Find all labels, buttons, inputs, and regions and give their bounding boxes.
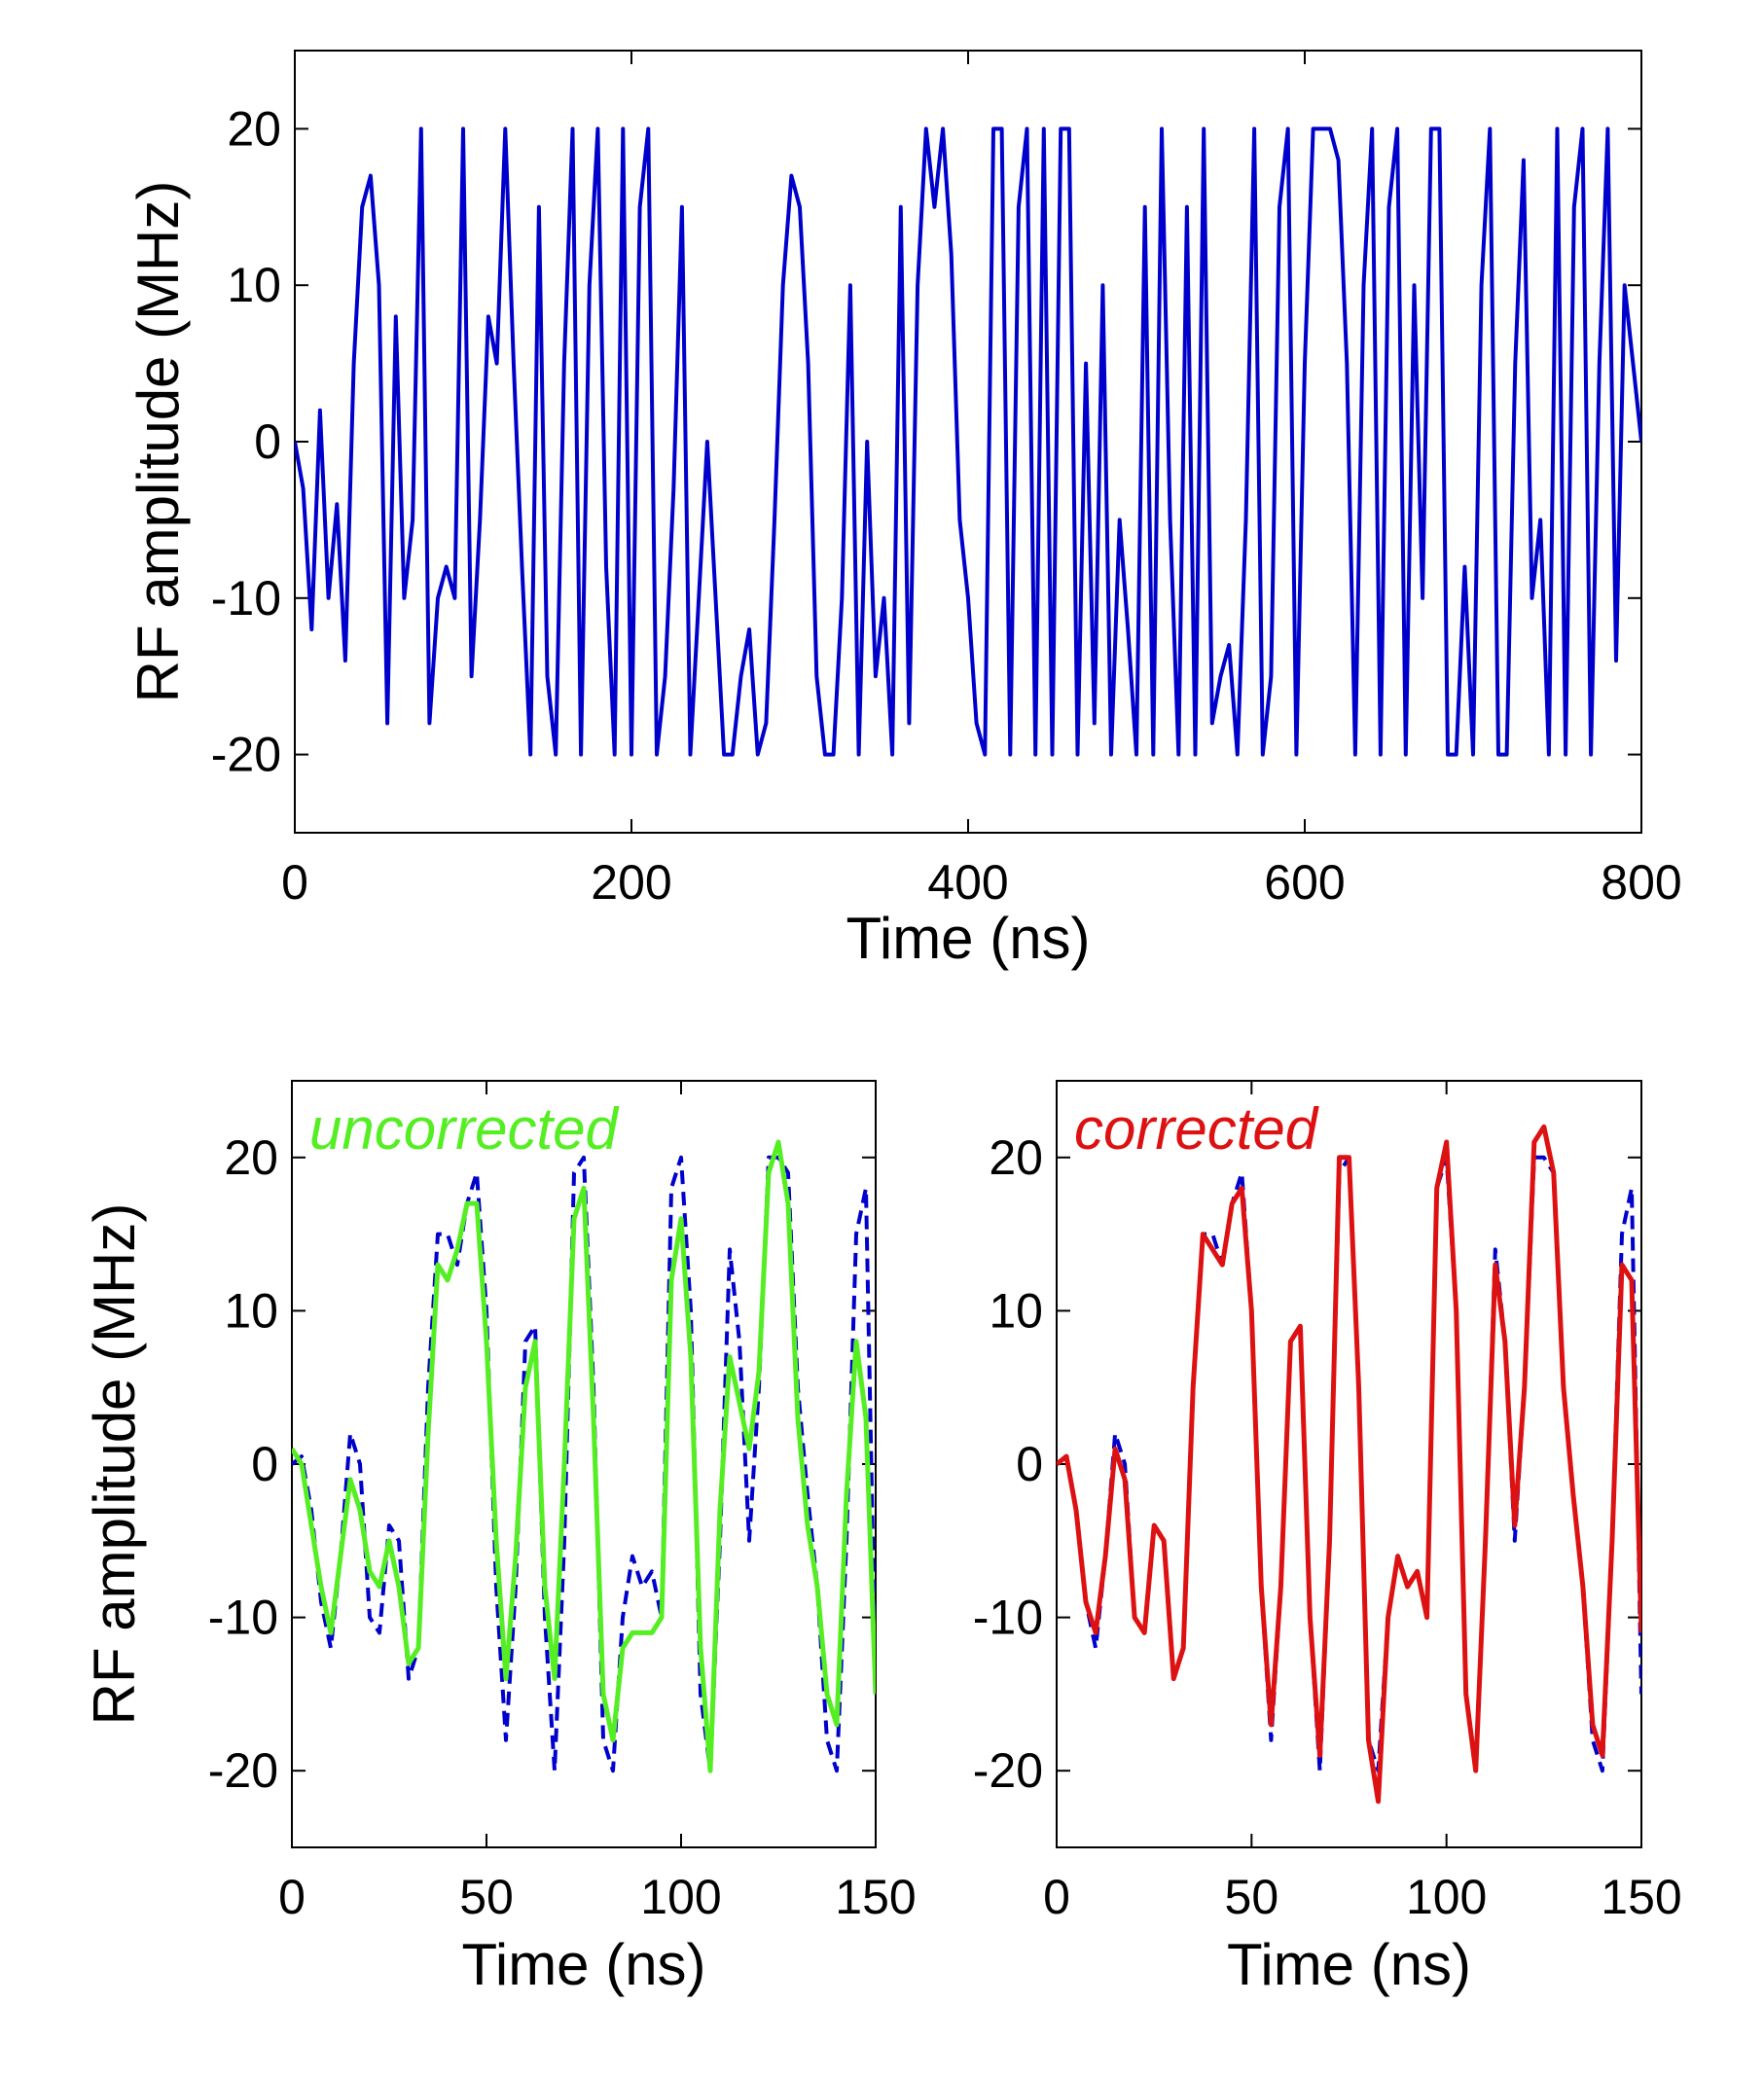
annotation: uncorrected — [309, 1096, 619, 1162]
chart: -20 -10 0 10 20 0 50 100 150 Time (ns) RF amplitud… — [82, 1080, 917, 1997]
x-tick-label: 0 — [1043, 1870, 1070, 1924]
x-tick-label: 50 — [459, 1870, 514, 1924]
x-axis-label: Time (ns) — [846, 906, 1090, 971]
data-line — [1057, 1124, 1641, 1805]
data-line — [292, 1139, 876, 1773]
x-tick-label: 200 — [591, 855, 671, 910]
x-axis-label: Time (ns) — [1227, 1932, 1471, 1997]
y-tick-label: 10 — [227, 258, 281, 312]
y-tick-label: 20 — [224, 1130, 278, 1185]
x-tick-label: 600 — [1264, 855, 1345, 910]
y-tick-label: -20 — [208, 1743, 278, 1798]
x-tick-label: 100 — [1406, 1870, 1487, 1924]
y-tick-label: 0 — [251, 1437, 278, 1491]
x-tick-label: 0 — [278, 1870, 306, 1924]
x-tick-label: 150 — [1601, 1870, 1681, 1924]
y-tick-label: 10 — [224, 1283, 278, 1338]
y-axis-label: RF amplitude (MHz) — [126, 181, 191, 703]
chart: -20 -10 0 10 20 0 50 100 150 Time (ns) corrected — [973, 1080, 1682, 1997]
y-tick-label: -10 — [208, 1591, 278, 1645]
y-tick-label: 0 — [254, 414, 281, 469]
x-tick-label: 800 — [1601, 855, 1681, 910]
y-tick-label: -20 — [973, 1743, 1043, 1798]
x-tick-label: 100 — [640, 1870, 721, 1924]
y-tick-label: -10 — [211, 571, 281, 626]
x-tick-label: 400 — [927, 855, 1008, 910]
x-tick-label: 150 — [835, 1870, 916, 1924]
x-axis-label: Time (ns) — [461, 1932, 705, 1997]
x-tick-label: 50 — [1225, 1870, 1279, 1924]
y-tick-label: 20 — [227, 101, 281, 156]
x-tick-label: 0 — [281, 855, 308, 910]
data-line — [295, 126, 1641, 757]
y-axis-label: RF amplitude (MHz) — [82, 1203, 147, 1726]
annotation: corrected — [1074, 1096, 1319, 1162]
y-tick-label: -10 — [973, 1591, 1043, 1645]
y-tick-label: 10 — [989, 1283, 1043, 1338]
y-tick-label: -20 — [211, 728, 281, 782]
y-tick-label: 0 — [1016, 1437, 1043, 1491]
y-tick-label: 20 — [989, 1130, 1043, 1185]
